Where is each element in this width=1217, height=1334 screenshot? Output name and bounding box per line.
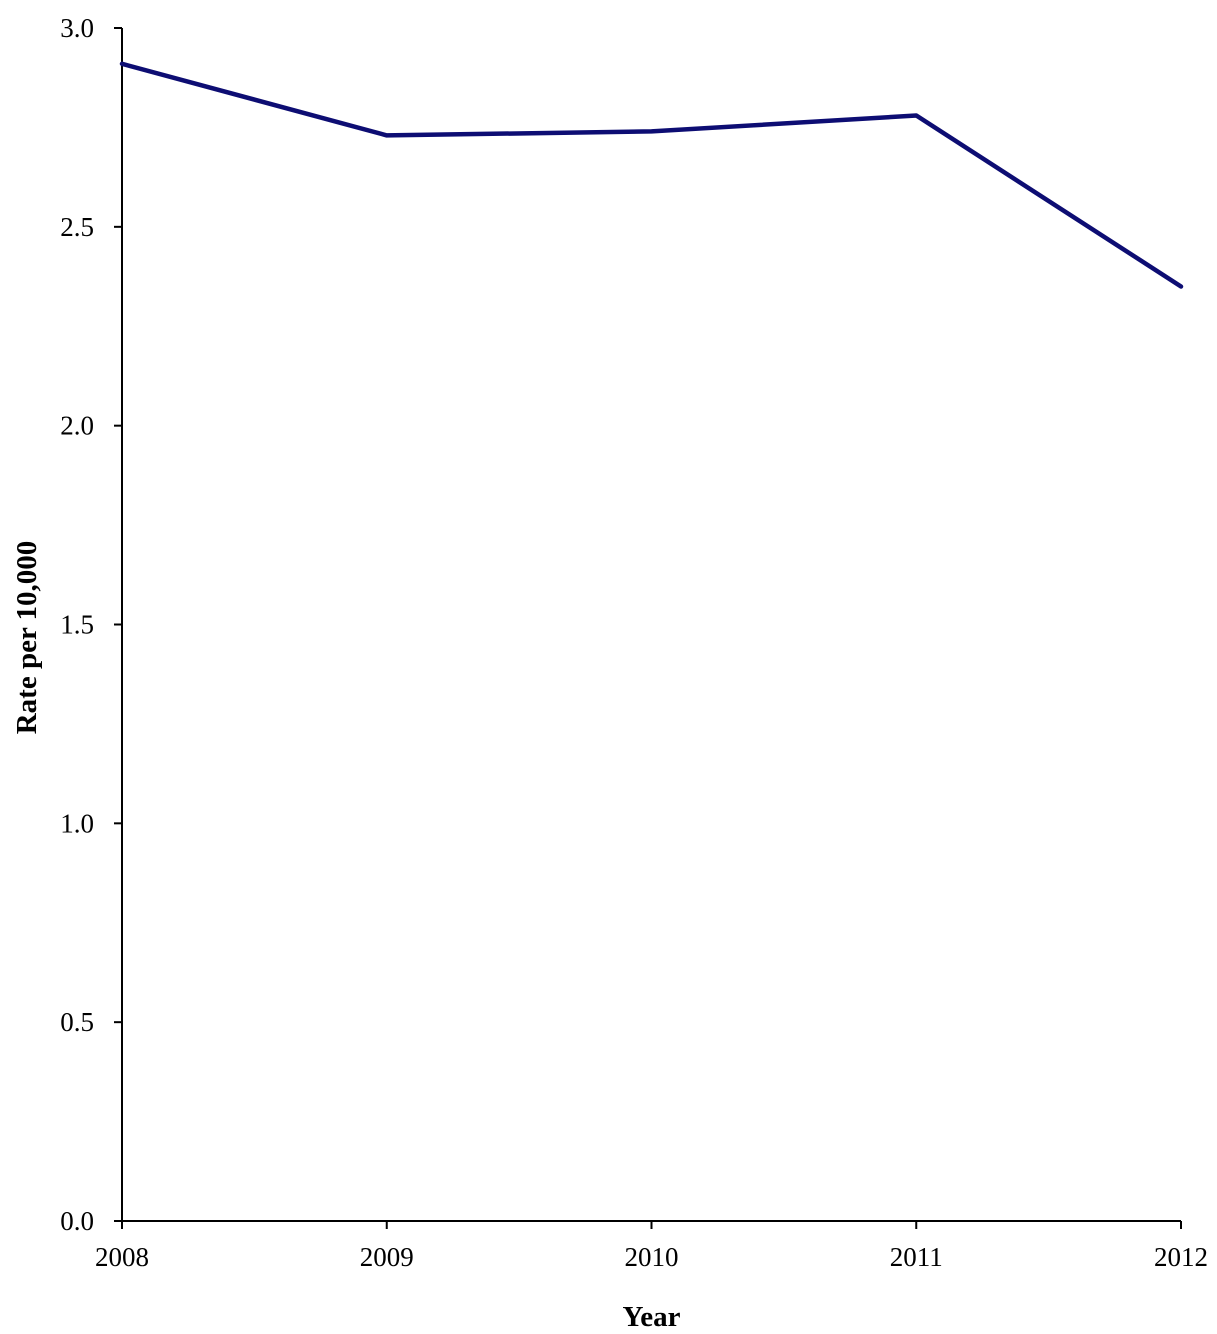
y-tick-label: 1.0	[60, 808, 94, 838]
y-tick-label: 2.0	[60, 411, 94, 441]
x-axis-ticks: 2008 2009 2010 2011 2012	[95, 1221, 1208, 1272]
y-tick-label: 2.5	[60, 212, 94, 242]
y-tick-label: 0.0	[60, 1206, 94, 1236]
y-tick-label: 3.0	[60, 13, 94, 43]
y-tick-label: 1.5	[60, 610, 94, 640]
x-tick-label: 2008	[95, 1242, 149, 1272]
x-tick-label: 2009	[360, 1242, 414, 1272]
series-group	[119, 61, 1184, 289]
x-axis-title: Year	[623, 1301, 681, 1333]
y-axis-title: Rate per 10,000	[11, 541, 43, 735]
x-tick-label: 2010	[625, 1242, 679, 1272]
x-tick-label: 2012	[1154, 1242, 1208, 1272]
x-tick-label: 2011	[890, 1242, 943, 1272]
y-axis-ticks: 0.0 0.5 1.0 1.5 2.0 2.5 3.0	[60, 13, 122, 1236]
y-tick-label: 0.5	[60, 1007, 94, 1037]
series-line	[119, 61, 1184, 289]
